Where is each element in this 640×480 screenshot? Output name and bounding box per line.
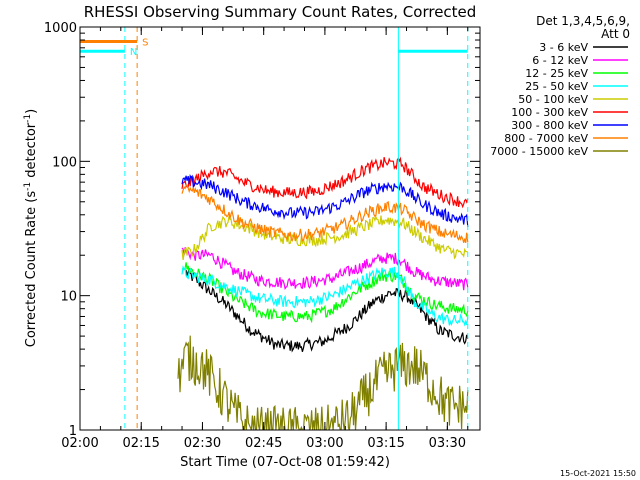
- series-line-6: [181, 174, 469, 228]
- legend-label-2: 12 - 25 keV: [525, 67, 588, 80]
- series-line-4: [181, 215, 468, 260]
- y-axis-label-sup2: -1: [23, 114, 33, 123]
- y-tick-label-2: 100: [52, 155, 77, 170]
- legend-label-5: 100 - 300 keV: [511, 106, 588, 119]
- legend-header-line2: Att 0: [601, 27, 630, 41]
- axes-frame: [79, 26, 481, 431]
- series-line-5: [181, 156, 469, 209]
- y-axis-label-main: Corrected Count Rate (s: [24, 191, 39, 348]
- timestamp: 15-Oct-2021 15:50: [560, 469, 636, 478]
- y-axis-label-end: ): [24, 109, 39, 114]
- legend-label-6: 300 - 800 keV: [511, 119, 588, 132]
- x-tick-label-3: 02:45: [245, 436, 282, 451]
- series-line-0: [185, 268, 469, 353]
- y-axis-label-mid: detector: [24, 122, 39, 182]
- y-axis-label-sup1: -1: [23, 182, 33, 191]
- x-axis-label: Start Time (07-Oct-08 01:59:42): [180, 455, 390, 470]
- flag-label-N: N: [130, 47, 137, 58]
- y-axis-label: Corrected Count Rate (s-1 detector-1): [23, 109, 39, 347]
- series-line-3: [181, 265, 469, 327]
- legend-label-8: 7000 - 15000 keV: [490, 145, 588, 158]
- chart-title: RHESSI Observing Summary Count Rates, Co…: [84, 3, 477, 21]
- x-tick-label-0: 02:00: [61, 436, 98, 451]
- x-tick-label-1: 02:15: [122, 436, 159, 451]
- series-line-7: [181, 184, 469, 244]
- series-line-1: [181, 247, 469, 291]
- series-line-2: [181, 262, 469, 324]
- y-tick-label-3: 1000: [44, 21, 77, 36]
- y-tick-label-0: 1: [69, 424, 77, 439]
- legend-header-line1: Det 1,3,4,5,6,9,: [536, 14, 630, 28]
- legend-label-3: 25 - 50 keV: [525, 80, 588, 93]
- x-tick-label-2: 02:30: [184, 436, 221, 451]
- legend-label-0: 3 - 6 keV: [539, 41, 588, 54]
- plot-area: [177, 156, 469, 430]
- x-tick-label-4: 03:00: [306, 436, 343, 451]
- y-tick-label-1: 10: [60, 290, 77, 305]
- legend-label-4: 50 - 100 keV: [518, 93, 588, 106]
- flag-label-S: S: [142, 37, 148, 48]
- legend-label-1: 6 - 12 keV: [532, 54, 588, 67]
- legend-label-7: 800 - 7000 keV: [504, 132, 588, 145]
- x-tick-label-6: 03:30: [429, 436, 466, 451]
- x-tick-label-5: 03:15: [367, 436, 404, 451]
- series-line-8: [177, 335, 469, 430]
